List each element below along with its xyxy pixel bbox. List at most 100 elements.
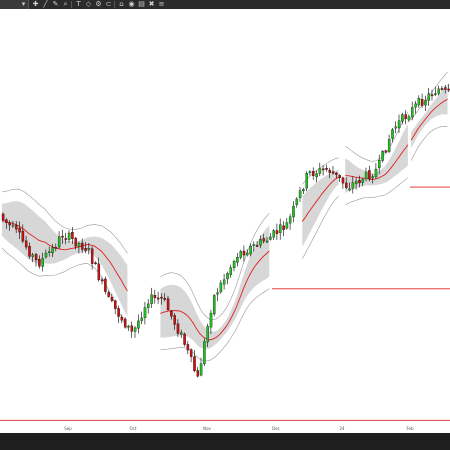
candle-up [150, 294, 153, 304]
candle-up [206, 325, 209, 343]
moving-average-line [345, 144, 409, 180]
symbol-dropdown[interactable] [0, 0, 29, 9]
candle-down [64, 238, 68, 240]
candle-up [295, 198, 299, 205]
candle-down [170, 311, 173, 317]
candle-up [305, 173, 308, 189]
candle-up [232, 261, 236, 269]
candle-up [226, 273, 229, 280]
candle-down [8, 222, 11, 226]
x-axis: Sep Oct Nov Dec 24 Feb [64, 426, 414, 431]
candle-down [5, 219, 8, 223]
candle-up [354, 180, 358, 185]
candle-up [381, 151, 384, 161]
candle-down [341, 177, 345, 184]
candle-up [401, 114, 404, 122]
band-upper-line [345, 111, 409, 162]
band-upper-line [1, 188, 128, 254]
x-tick-label: Feb [406, 426, 414, 431]
candle-down [74, 237, 77, 247]
candle-down [94, 262, 97, 265]
candle-up [143, 307, 147, 319]
candle-down [81, 242, 84, 250]
candle-up [87, 248, 91, 250]
pencil-icon[interactable]: ✎ [52, 0, 59, 8]
band-group [1, 71, 448, 362]
shapes-icon[interactable]: ◇ [85, 0, 92, 8]
candle-up [308, 171, 312, 174]
candle-up [199, 363, 203, 376]
lock-icon[interactable]: ⌂ [119, 0, 124, 8]
candle-down [38, 259, 41, 267]
candle-up [127, 325, 130, 328]
candle-up [269, 236, 272, 240]
candle-down [153, 295, 157, 299]
candle-down [328, 169, 332, 173]
x-tick-label: Nov [203, 426, 211, 431]
candle-up [11, 224, 15, 227]
band-lower-line [345, 177, 409, 206]
candle-down [325, 168, 328, 170]
candle-up [298, 190, 302, 198]
x-tick-label: Dec [272, 426, 280, 431]
candle-down [107, 292, 110, 297]
candle-down [368, 170, 371, 179]
candle-up [67, 232, 71, 240]
candle-up [137, 320, 140, 329]
band-fill [345, 123, 408, 194]
candle-down [97, 263, 101, 280]
price-chart[interactable]: Sep Oct Nov Dec 24 Feb [0, 9, 450, 433]
candle-up [414, 103, 417, 108]
zoom-icon[interactable]: ⌕ [63, 0, 68, 8]
candle-up [279, 224, 282, 233]
band-lower-line [410, 125, 448, 161]
candle-up [437, 88, 440, 94]
candle-down [163, 298, 167, 300]
status-bar [0, 433, 450, 450]
candle-down [189, 349, 193, 357]
candle-up [239, 251, 242, 258]
candle-up [411, 107, 414, 118]
candle-up [371, 176, 374, 179]
candle-down [156, 297, 160, 300]
candle-up [374, 168, 378, 178]
candle-down [242, 250, 246, 256]
candle-up [213, 295, 216, 315]
eye-icon[interactable]: ◉ [128, 0, 135, 8]
candle-down [130, 325, 134, 332]
trash-icon[interactable]: ✖ [148, 0, 155, 8]
candle-up [41, 257, 44, 267]
candle-down [331, 171, 335, 174]
candle-up [407, 116, 411, 121]
candle-up [351, 182, 355, 189]
band-fill [160, 225, 270, 349]
candle-down [28, 245, 31, 257]
candle-down [444, 87, 447, 90]
candle-down [404, 114, 407, 119]
candle-down [275, 230, 279, 234]
properties-icon[interactable]: ≡ [158, 0, 165, 8]
chevron-down-icon[interactable]: ▾ [21, 0, 26, 8]
candle-group [1, 83, 450, 378]
band-fill [2, 201, 128, 317]
candle-down [345, 182, 348, 188]
candle-up [378, 159, 381, 169]
line-tool-icon[interactable]: ╱ [43, 0, 48, 8]
candle-up [249, 245, 252, 255]
candle-up [209, 312, 213, 328]
crosshair-icon[interactable]: ✚ [32, 0, 39, 8]
candle-down [54, 247, 58, 249]
candle-down [34, 254, 38, 261]
candle-down [193, 356, 196, 371]
band-fill [302, 169, 339, 247]
magnet-icon[interactable]: ⊂ [105, 0, 112, 8]
candle-up [272, 230, 275, 238]
settings-icon[interactable]: ⚙ [95, 0, 102, 8]
layers-icon[interactable]: ▤ [138, 0, 145, 8]
x-tick-label: Sep [64, 426, 72, 431]
candle-down [160, 296, 163, 299]
candle-down [384, 150, 388, 153]
candle-down [84, 248, 87, 251]
candle-up [31, 254, 35, 257]
text-icon[interactable]: T [76, 0, 81, 8]
